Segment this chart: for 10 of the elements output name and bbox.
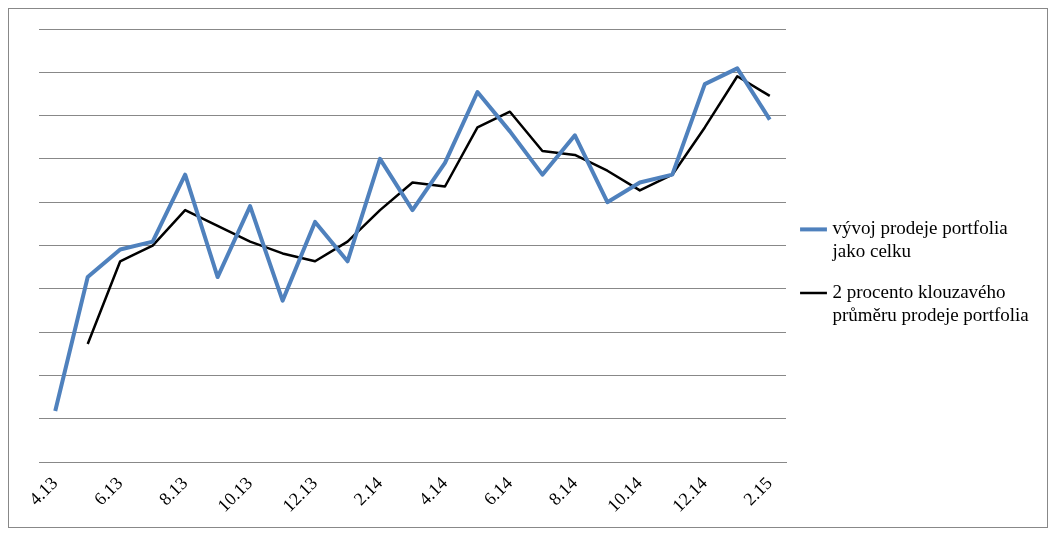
x-tick-label: 8.14	[544, 472, 582, 510]
x-tick-label: 4.14	[414, 472, 452, 510]
x-tick-label: 2.15	[739, 472, 776, 510]
x-tick-label: 6.14	[479, 472, 517, 510]
x-tick-label: 8.13	[154, 472, 192, 510]
x-tick-label: 6.13	[89, 472, 127, 510]
legend-label: 2 procento klouzavého průměru prodeje portfolia	[832, 280, 1030, 325]
x-tick-label: 4.13	[25, 472, 62, 510]
legend-label: vývoj prodeje portfolia jako celku	[831, 217, 1009, 262]
x-tick-label: 2.14	[349, 472, 387, 510]
